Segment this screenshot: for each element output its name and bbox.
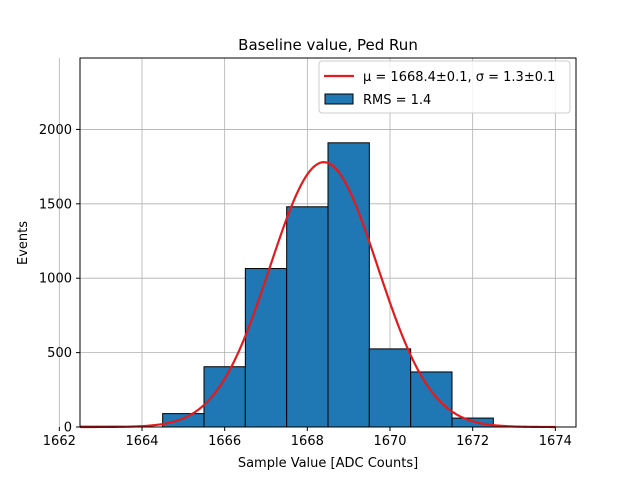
histogram-bar bbox=[410, 371, 453, 428]
x-tick-label: 1664 bbox=[125, 434, 158, 449]
legend-fit-sigma: σ = 1.3±0.1 bbox=[476, 70, 556, 85]
legend-fit-mu: μ = 1668.4±0.1, bbox=[363, 70, 476, 85]
legend-histogram-swatch bbox=[324, 93, 354, 105]
y-tick-label: 1000 bbox=[39, 272, 72, 287]
histogram-bar bbox=[451, 417, 494, 428]
x-tick-label: 1674 bbox=[539, 434, 572, 449]
legend-histogram-label: RMS = 1.4 bbox=[363, 93, 431, 108]
x-axis-ticks: 1662 1664 1666 1668 1670 1672 1674 bbox=[43, 427, 572, 449]
x-tick-label: 1672 bbox=[456, 434, 489, 449]
x-tick-label: 1666 bbox=[208, 434, 241, 449]
x-tick-label: 1670 bbox=[373, 434, 406, 449]
y-tick-label: 1500 bbox=[39, 197, 72, 212]
histogram-bar bbox=[327, 142, 370, 428]
chart-title: Baseline value, Ped Run bbox=[238, 36, 418, 54]
histogram-bar bbox=[244, 268, 288, 428]
legend-box bbox=[318, 60, 571, 114]
histogram-bar bbox=[203, 366, 246, 428]
gaussian-fit-curve bbox=[80, 161, 556, 429]
y-axis-label: Events bbox=[16, 221, 31, 265]
histogram-bars bbox=[79, 142, 494, 428]
y-axis-ticks: 0 500 1000 1500 2000 bbox=[39, 123, 80, 436]
y-tick-label: 0 bbox=[64, 421, 72, 436]
y-tick-label: 2000 bbox=[39, 123, 72, 138]
x-axis-label: Sample Value [ADC Counts] bbox=[238, 456, 418, 471]
histogram-bar bbox=[286, 206, 329, 428]
x-tick-label: 1662 bbox=[43, 434, 76, 449]
histogram-bar bbox=[162, 413, 205, 428]
y-tick-label: 500 bbox=[47, 346, 72, 361]
legend-fit-label: μ = 1668.4±0.1, σ = 1.3±0.1 bbox=[363, 70, 555, 85]
plot-frame bbox=[79, 57, 577, 428]
x-tick-label: 1668 bbox=[291, 434, 324, 449]
legend: μ = 1668.4±0.1, σ = 1.3±0.1 RMS = 1.4 bbox=[318, 60, 571, 114]
histogram-bar bbox=[368, 348, 412, 428]
